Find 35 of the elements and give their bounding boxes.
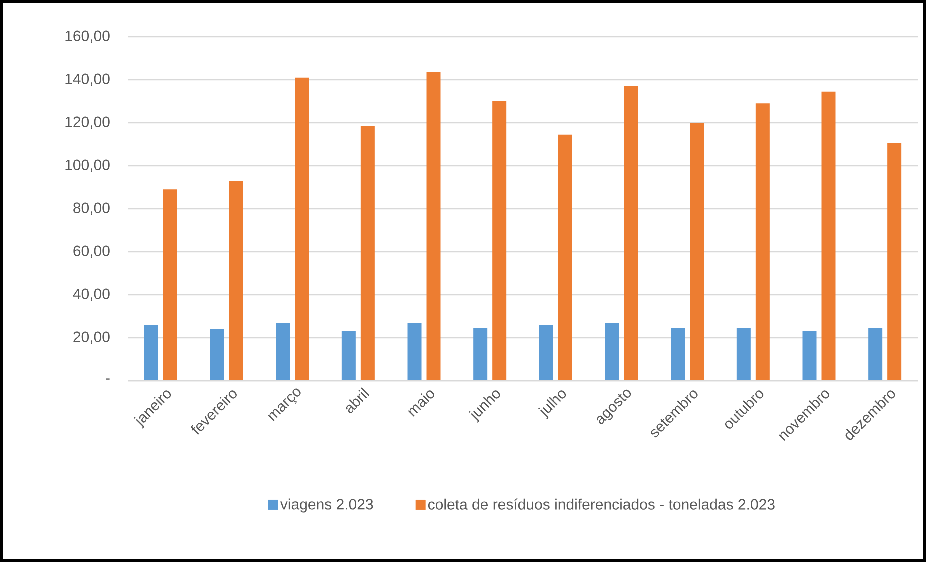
- y-tick-label: 80,00: [74, 202, 110, 216]
- bar: [210, 329, 224, 381]
- bar: [295, 78, 310, 381]
- bar: [802, 332, 817, 381]
- y-tick-label: 100,00: [66, 160, 110, 172]
- y-tick-label: 120,00: [66, 116, 110, 130]
- bar: [360, 126, 375, 381]
- bar: [558, 134, 572, 381]
- y-tick-label: 20,00: [74, 332, 110, 344]
- bar: [474, 328, 488, 381]
- bar: [690, 122, 704, 381]
- bar: [144, 325, 158, 381]
- y-tick-label: -: [106, 378, 110, 380]
- bar: [539, 325, 554, 381]
- y-tick-label: 140,00: [66, 74, 110, 86]
- bar: [605, 322, 620, 381]
- bar: [276, 322, 290, 381]
- bar: [624, 86, 638, 381]
- y-tick-label: 40,00: [73, 288, 110, 302]
- bar: [671, 328, 686, 381]
- bar: [426, 72, 441, 381]
- y-tick-label: 60,00: [74, 246, 110, 258]
- legend-label: coleta de resíduos indiferenciados - toneladas 2.023: [428, 498, 775, 510]
- bar: [822, 92, 836, 381]
- bar: [163, 190, 178, 381]
- legend-label: viagens 2.023: [280, 498, 374, 513]
- bar: [229, 181, 244, 381]
- bar: [408, 322, 422, 381]
- bar: [756, 104, 770, 381]
- bar: [342, 332, 356, 381]
- bar: [888, 143, 902, 381]
- y-tick-label: 160,00: [66, 30, 110, 44]
- bar: [736, 328, 751, 381]
- bar: [492, 101, 507, 381]
- bar: [868, 328, 883, 381]
